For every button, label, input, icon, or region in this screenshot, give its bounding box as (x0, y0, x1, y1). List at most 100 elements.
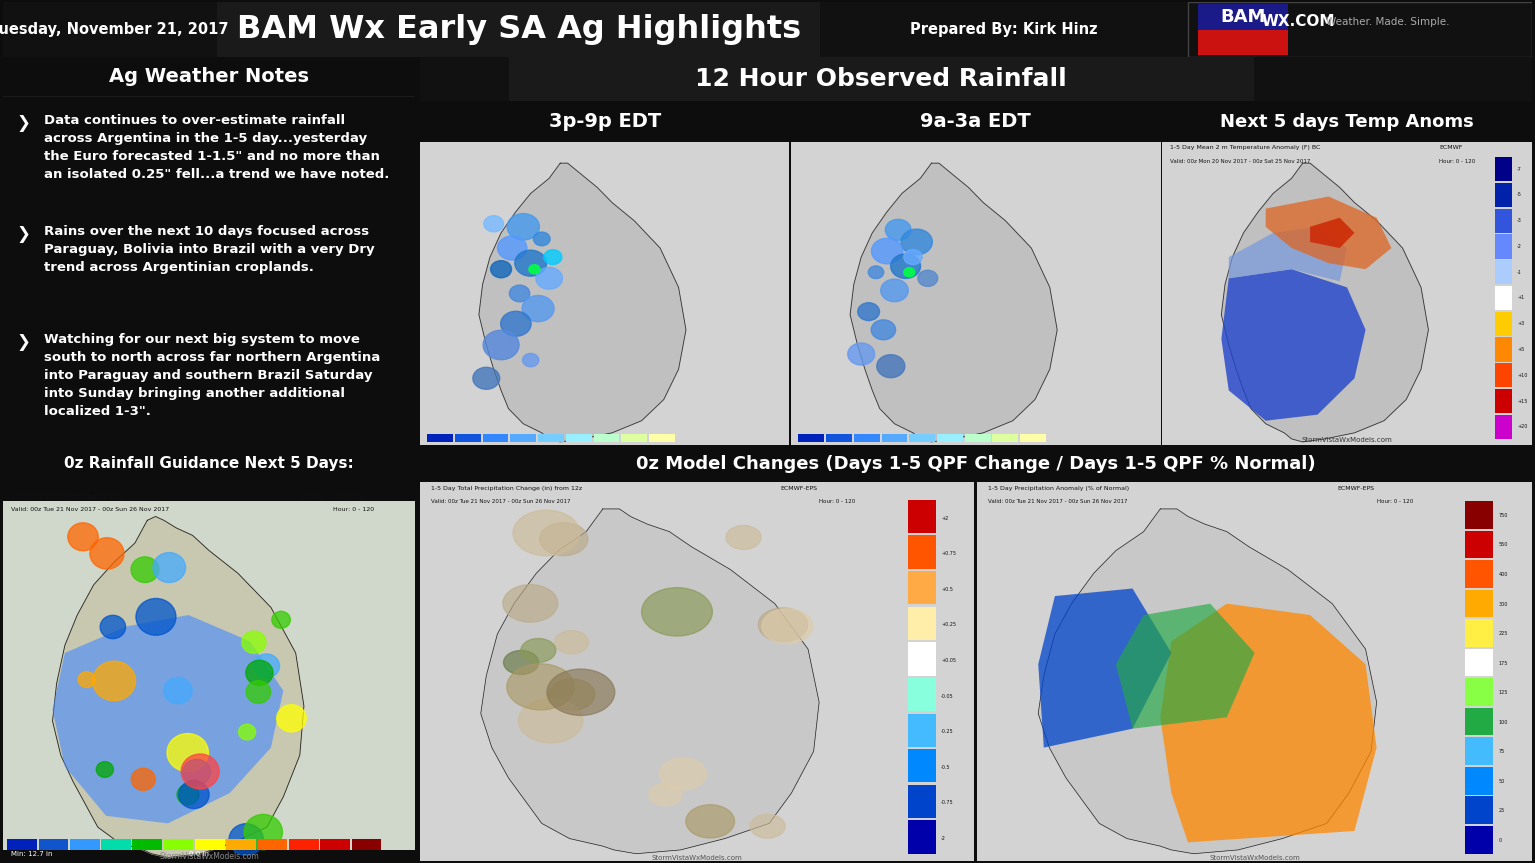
Circle shape (918, 270, 938, 287)
Text: ECMWF - MAXRES: ECMWF - MAXRES (299, 494, 362, 500)
Bar (1495, 260, 1512, 285)
Text: StormVistaWxModels.com: StormVistaWxModels.com (652, 855, 743, 861)
Bar (1495, 363, 1512, 387)
Bar (907, 784, 936, 818)
Bar (622, 434, 648, 442)
Bar (566, 434, 591, 442)
Text: Valid: 00z Tue 21 Nov 2017 - 00z Sun 26 Nov 2017: Valid: 00z Tue 21 Nov 2017 - 00z Sun 26 … (431, 500, 571, 505)
Bar (321, 840, 350, 850)
Text: ECMWF-EPS: ECMWF-EPS (1339, 486, 1375, 491)
Polygon shape (1116, 603, 1254, 728)
Text: ❯: ❯ (17, 114, 31, 132)
Text: 400: 400 (1498, 572, 1507, 577)
Bar (1466, 531, 1494, 558)
Bar (482, 434, 508, 442)
Text: 9a-3a EDT: 9a-3a EDT (921, 112, 1032, 131)
Text: StormVistaWxModels.com: StormVistaWxModels.com (1210, 855, 1300, 861)
Text: WX.COM: WX.COM (1262, 14, 1334, 29)
Text: 1-5 Day Precipitation Anomaly (% of Normal): 1-5 Day Precipitation Anomaly (% of Norm… (989, 486, 1130, 491)
Circle shape (550, 679, 596, 710)
Circle shape (246, 660, 273, 685)
Circle shape (513, 510, 580, 556)
Text: Min: 12.7 in: Min: 12.7 in (11, 852, 52, 858)
Circle shape (91, 538, 124, 569)
Text: -0.5: -0.5 (941, 765, 950, 770)
Circle shape (503, 584, 557, 622)
Text: -0.05: -0.05 (941, 694, 953, 698)
Text: 100: 100 (1498, 720, 1507, 725)
Circle shape (178, 781, 209, 809)
Bar (936, 434, 962, 442)
Circle shape (97, 762, 114, 778)
Text: 0z Model Changes (Days 1-5 QPF Change / Days 1-5 QPF % Normal): 0z Model Changes (Days 1-5 QPF Change / … (635, 455, 1315, 473)
Text: -1: -1 (1517, 270, 1523, 274)
Circle shape (890, 254, 921, 279)
Circle shape (229, 823, 264, 855)
Circle shape (78, 671, 95, 688)
Text: Hour: 0 - 120: Hour: 0 - 120 (333, 507, 375, 512)
Text: -7: -7 (1517, 167, 1523, 172)
Circle shape (642, 588, 712, 636)
Circle shape (514, 250, 546, 276)
Bar (1466, 678, 1494, 706)
Circle shape (177, 784, 200, 804)
Polygon shape (1222, 163, 1429, 442)
Circle shape (520, 639, 556, 662)
Text: 25: 25 (1498, 809, 1504, 814)
Circle shape (181, 754, 220, 789)
Polygon shape (1309, 217, 1354, 248)
Text: 175: 175 (1498, 661, 1507, 665)
Text: -2: -2 (1517, 244, 1523, 249)
Circle shape (872, 238, 903, 264)
Text: 120 Hour Total Precipitation (in): 120 Hour Total Precipitation (in) (11, 494, 123, 501)
Text: ❯: ❯ (17, 225, 31, 243)
Circle shape (847, 343, 875, 365)
Bar (454, 434, 480, 442)
Circle shape (530, 265, 540, 274)
Text: 0.0 in: 0.0 in (189, 852, 209, 858)
Bar (907, 607, 936, 640)
Bar (594, 434, 620, 442)
Circle shape (881, 279, 909, 302)
Circle shape (536, 268, 562, 289)
Circle shape (238, 724, 256, 740)
Text: +3: +3 (1517, 321, 1524, 326)
Circle shape (901, 229, 932, 255)
Circle shape (554, 631, 588, 654)
Text: 300: 300 (1498, 602, 1507, 607)
Bar (1466, 767, 1494, 795)
Bar (1495, 183, 1512, 207)
Bar (1466, 708, 1494, 735)
Circle shape (92, 661, 135, 701)
Text: 75: 75 (1498, 749, 1504, 754)
Circle shape (154, 552, 186, 583)
Circle shape (484, 216, 503, 232)
Circle shape (164, 677, 192, 703)
Bar (907, 821, 936, 854)
Text: 225: 225 (1498, 631, 1507, 636)
Circle shape (497, 236, 527, 260)
Bar (1495, 389, 1512, 413)
Bar (907, 500, 936, 533)
Circle shape (510, 285, 530, 302)
Polygon shape (850, 163, 1058, 442)
Text: ❯: ❯ (17, 333, 31, 351)
Text: Watching for our next big system to move
south to north across far northern Arge: Watching for our next big system to move… (45, 333, 381, 419)
Text: BAM: BAM (1220, 8, 1266, 26)
Text: +5: +5 (1517, 347, 1524, 352)
Bar (909, 434, 935, 442)
Bar (798, 434, 824, 442)
Bar (1466, 589, 1494, 617)
Bar (1466, 649, 1494, 677)
Bar (258, 840, 287, 850)
Text: +2: +2 (941, 515, 949, 520)
Bar (1466, 560, 1494, 588)
Circle shape (276, 705, 307, 732)
Text: -5: -5 (1517, 192, 1523, 198)
Text: Valid: 00z Mon 20 Nov 2017 - 00z Sat 25 Nov 2017: Valid: 00z Mon 20 Nov 2017 - 00z Sat 25 … (1170, 159, 1309, 164)
Circle shape (507, 664, 574, 710)
Bar (1495, 414, 1512, 439)
Bar (907, 642, 936, 676)
Text: Hour: 0 - 120: Hour: 0 - 120 (1440, 159, 1475, 164)
Bar (1466, 501, 1494, 529)
